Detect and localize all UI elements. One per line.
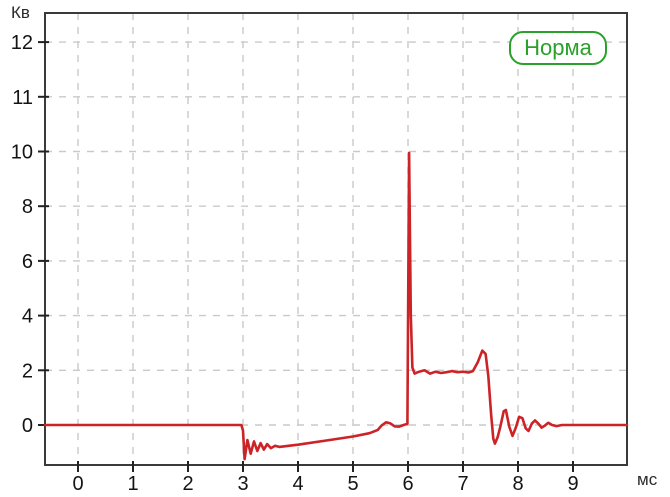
- x-tick-label: 7: [457, 473, 468, 495]
- y-tick-label: 11: [12, 87, 33, 109]
- x-tick-label: 4: [292, 473, 303, 495]
- x-tick-label: 3: [237, 473, 248, 495]
- y-tick-label: 8: [22, 196, 33, 218]
- y-axis-unit-label: Кв: [11, 3, 30, 22]
- x-tick-label: 9: [567, 473, 578, 495]
- x-axis-unit-label: мс: [637, 470, 658, 489]
- x-tick-label: 5: [347, 473, 358, 495]
- status-badge: Норма: [509, 31, 607, 65]
- y-tick-label: 12: [11, 32, 33, 54]
- plot-frame: [44, 12, 628, 466]
- x-tick-label: 6: [402, 473, 413, 495]
- y-tick-label: 6: [22, 251, 33, 273]
- y-tick-label: 10: [11, 142, 33, 164]
- waveform-trace: [43, 151, 629, 461]
- y-tick-label: 0: [22, 415, 33, 437]
- x-tick-label: 0: [72, 473, 83, 495]
- x-tick-label: 2: [182, 473, 193, 495]
- x-tick-label: 1: [127, 473, 138, 495]
- x-tick-label: 8: [512, 473, 523, 495]
- y-tick-label: 4: [22, 306, 33, 328]
- y-tick-label: 2: [22, 360, 33, 382]
